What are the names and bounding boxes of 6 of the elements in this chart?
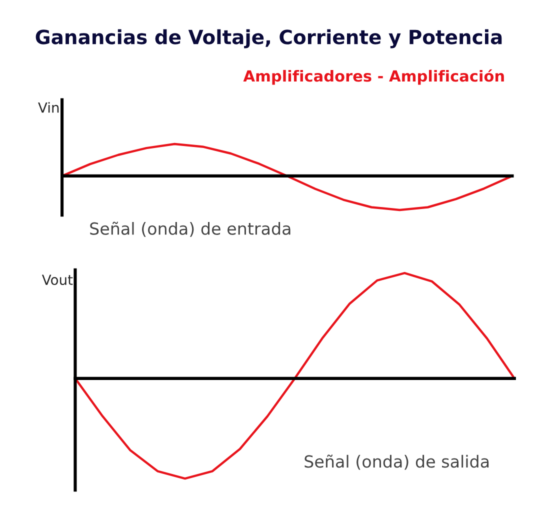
- text: Señal (onda) de entrada: [90, 222, 290, 237]
- annotation: Señal (onda) de salida: [304, 454, 489, 470]
- y-axis-title: Vin: [38, 102, 59, 113]
- chart-subtitle: Amplificadores - Amplificación: [243, 69, 504, 85]
- chart-title: Ganancias de Voltaje, Corriente y Potencia: [36, 29, 502, 48]
- y-axis-title: Vout: [42, 274, 73, 286]
